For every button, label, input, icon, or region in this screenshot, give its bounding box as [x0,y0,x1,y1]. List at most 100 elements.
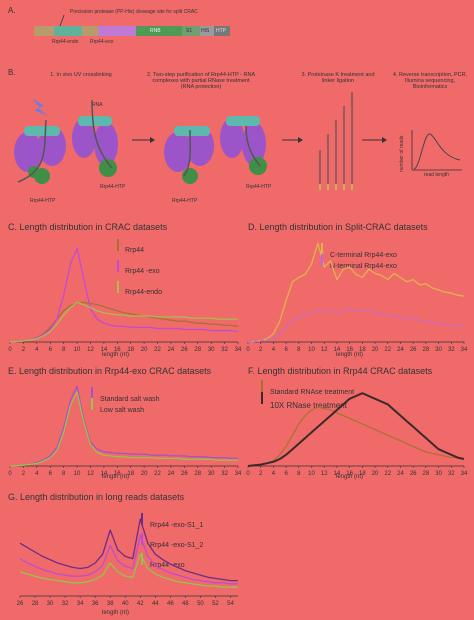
x-tick-label-E: 26 [181,471,188,477]
x-tick-label-G: 44 [152,601,159,607]
x-tick-label-F: 26 [410,471,417,477]
domain-label-his: HIS [201,28,210,34]
legend-f-standard: Standard RNAse treatment [270,389,355,396]
legend-c-rrp44: Rrp44 [125,247,145,254]
domain-label-rnb: RNB [150,28,161,34]
domain-label-exo: Rrp44-exo [90,39,114,45]
x-tick-label-F: 12 [321,471,328,477]
x-tick-label-C: 0 [8,347,12,353]
series-line-F-1 [247,392,465,467]
x-tick-label-E: 32 [221,471,228,477]
series-line-D-0 [247,242,465,343]
x-tick-label-G: 30 [47,601,54,607]
x-tick-label-G: 32 [62,601,69,607]
x-tick-label-D: 34 [461,347,468,353]
x-tick-label-D: 32 [448,347,455,353]
step-1-text: 1. In vivo UV crosslinking [50,72,112,78]
x-tick-label-C: 8 [62,347,66,353]
sequencing-reads-illustration [319,92,353,190]
protein-label-1: Rrp44-HTP [30,198,56,204]
x-tick-label-E: 34 [235,471,242,477]
chart-e-title: E. Length distribution in Rrp44-exo CRAC… [8,366,212,376]
rrp44-rna-complex-1 [14,119,66,184]
series-line-D-1 [247,308,465,343]
chart-c-xlabel: length (nt) [102,352,130,358]
x-tick-label-C: 28 [194,347,201,353]
series-line-E-1 [9,391,238,467]
legend-c-endo: Rrp44-endo [125,289,162,296]
panel-a-label: A. [8,6,16,15]
x-tick-label-E: 20 [141,471,148,477]
domain-label-endo: Rrp44-endo [52,39,79,45]
domain-label-htp: HTP [216,28,226,34]
x-tick-label-F: 20 [372,471,379,477]
legend-e-standard: Standard salt wash [100,396,160,403]
x-tick-label-F: 2 [259,471,263,477]
x-tick-label-E: 22 [154,471,161,477]
x-tick-label-G: 46 [167,601,174,607]
legend-c-exo: Rrp44 -exo [125,268,160,275]
arrow-icon [150,137,155,143]
x-tick-label-D: 22 [384,347,391,353]
series-line-C-1 [9,247,239,343]
x-tick-label-D: 12 [321,347,328,353]
x-tick-label-C: 20 [141,347,148,353]
rrp44-rna-complex-4 [220,116,267,175]
protein-label-4: Rrp44-HTP [246,184,272,190]
x-tick-label-F: 14 [334,471,341,477]
x-tick-label-E: 10 [74,471,81,477]
series-line-G-0 [19,518,238,582]
x-tick-label-F: 0 [246,471,250,477]
step-2-text: 2. Two-step purification of Rrp44-HTP - … [146,72,256,90]
x-tick-label-G: 26 [17,601,24,607]
x-tick-label-D: 26 [410,347,417,353]
rna-label: RNA [92,102,103,108]
x-tick-label-C: 2 [22,347,26,353]
x-tick-label-F: 22 [384,471,391,477]
x-tick-label-C: 14 [101,347,108,353]
x-tick-label-C: 26 [181,347,188,353]
x-tick-label-D: 0 [246,347,250,353]
x-tick-label-E: 24 [168,471,175,477]
chart-e-xlabel: length (nt) [102,474,130,480]
x-tick-label-D: 14 [334,347,341,353]
x-tick-label-E: 12 [87,471,94,477]
x-tick-label-C: 30 [208,347,215,353]
legend-e-low: Low salt wash [100,407,144,414]
x-tick-label-D: 28 [423,347,430,353]
x-tick-label-C: 16 [114,347,121,353]
x-tick-label-D: 8 [297,347,301,353]
x-tick-label-G: 52 [212,601,219,607]
x-tick-label-G: 28 [32,601,39,607]
x-tick-label-F: 10 [308,471,315,477]
chart-f-xlabel: length (nt) [336,474,364,480]
legend-g-exo: Rrp44 -exo [150,562,185,569]
x-tick-label-F: 16 [346,471,353,477]
x-tick-label-C: 18 [127,347,134,353]
x-tick-label-C: 22 [154,347,161,353]
chart-f-title: F. Length distribution in Rrp44 CRAC dat… [248,366,433,376]
series-line-G-1 [19,534,238,585]
x-tick-label-E: 14 [101,471,108,477]
x-tick-label-F: 32 [448,471,455,477]
legend-f-10x: 10X RNase treatment [270,401,347,410]
read-length-mini-plot [411,130,462,171]
protein-label-3: Rrp44-HTP [172,198,198,204]
x-tick-label-C: 6 [49,347,53,353]
rrp44-rna-complex-2 [72,99,118,177]
x-tick-label-F: 8 [297,471,301,477]
legend-g-s1-1: Rrp44 -exo-S1_1 [150,522,204,529]
x-tick-label-E: 16 [114,471,121,477]
chart-g-title: G. Length distribution in long reads dat… [8,492,185,502]
arrow-icon [382,137,387,143]
series-line-C-2 [9,301,238,343]
x-tick-label-G: 36 [92,601,99,607]
chart-d-title: D. Length distribution in Split-CRAC dat… [248,222,428,232]
x-tick-label-G: 54 [227,601,234,607]
x-tick-label-D: 4 [272,347,276,353]
series-line-G-2 [19,553,238,588]
x-tick-label-E: 30 [208,471,215,477]
chart-g-xlabel: length (nt) [102,610,130,616]
